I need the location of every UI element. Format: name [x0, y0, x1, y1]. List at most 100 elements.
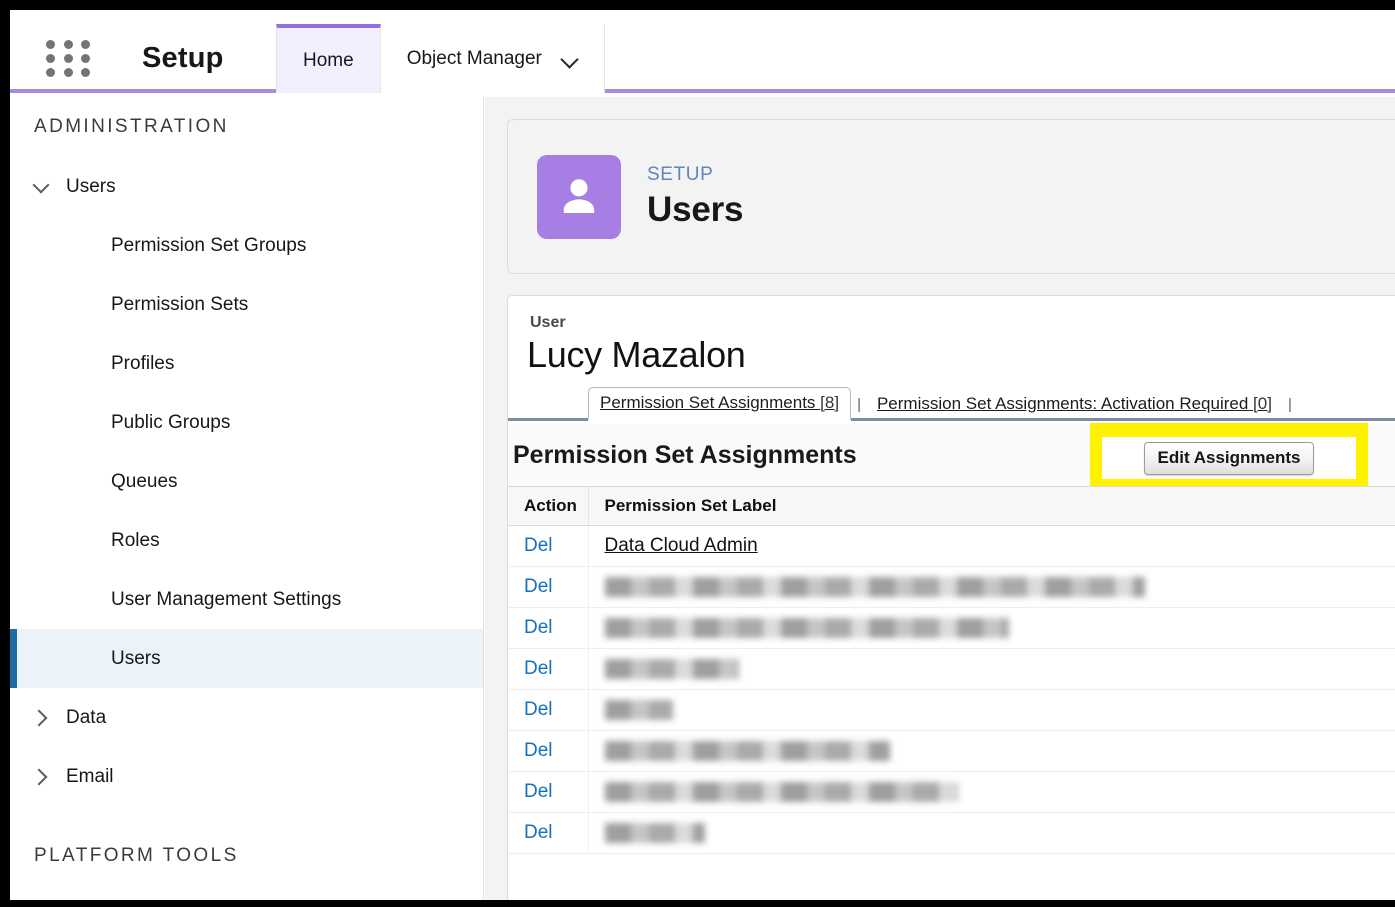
app-launcher-grid-icon[interactable]	[46, 40, 94, 77]
tab-object-manager-label: Object Manager	[406, 47, 542, 69]
row-permission-set-label	[588, 607, 1395, 649]
sidebar-item-label: User Management Settings	[111, 588, 342, 610]
tab-separator: |	[1287, 396, 1292, 413]
edit-assignments-button[interactable]: Edit Assignments	[1143, 441, 1315, 475]
table-row: Del	[508, 771, 1395, 813]
row-action-del[interactable]: Del	[508, 648, 589, 690]
sidebar-item-users-group[interactable]: Users	[10, 157, 483, 216]
row-action-del[interactable]: Del	[508, 812, 589, 854]
redacted-label	[604, 741, 890, 761]
tab-object-manager[interactable]: Object Manager	[380, 24, 605, 93]
row-action-del[interactable]: Del	[508, 730, 589, 772]
row-permission-set-label	[588, 566, 1395, 608]
table-row: Del	[508, 689, 1395, 731]
redacted-label	[604, 577, 1145, 597]
sidebar-item-public-groups[interactable]: Public Groups	[10, 393, 483, 452]
related-list-tab-activation-required[interactable]: Permission Set Assignments: Activation R…	[867, 390, 1282, 418]
record-object-label: User	[530, 314, 566, 331]
page-title: Users	[647, 189, 744, 229]
column-header-action: Action	[508, 486, 589, 526]
row-action-del[interactable]: Del	[508, 607, 589, 649]
grid-dot	[63, 54, 73, 63]
row-permission-set-label	[588, 689, 1395, 731]
sidebar-item-queues[interactable]: Queues	[10, 452, 483, 511]
related-list-tabs: Permission Set Assignments [8] | Permiss…	[508, 387, 1395, 421]
chevron-down-icon[interactable]	[562, 51, 578, 67]
sidebar-item-label: Permission Set Groups	[111, 234, 307, 256]
highlight-inner-surface: Edit Assignments	[1102, 437, 1356, 479]
sidebar-item-label: Roles	[111, 529, 160, 551]
related-list-tab-count: [0]	[1253, 394, 1272, 413]
grid-dot	[63, 40, 73, 49]
row-permission-set-label: Data Cloud Admin	[588, 525, 1395, 567]
main-content: SETUP Users User Lucy Mazalon Permission…	[485, 97, 1395, 900]
sidebar-item-permission-sets[interactable]: Permission Sets	[10, 275, 483, 334]
table-row: Del Data Cloud Admin	[508, 525, 1395, 567]
table-body: Del Data Cloud Admin Del De	[508, 525, 1395, 854]
row-action-del[interactable]: Del	[508, 689, 589, 731]
row-permission-set-label	[588, 648, 1395, 690]
grid-dot	[46, 40, 55, 49]
related-list-header: Permission Set Assignments Edit Assignme…	[508, 423, 1395, 493]
sidebar-item-label: Profiles	[111, 352, 175, 374]
sidebar-item-roles[interactable]: Roles	[10, 511, 483, 570]
sidebar-item-users[interactable]: Users	[10, 629, 483, 688]
row-permission-set-label	[588, 771, 1395, 813]
table-row: Del	[508, 812, 1395, 854]
table-row: Del	[508, 566, 1395, 608]
tab-home-label: Home	[303, 49, 354, 71]
sidebar-section-platform-tools: PLATFORM TOOLS	[34, 845, 239, 866]
row-action-del[interactable]: Del	[508, 771, 589, 813]
row-permission-set-label	[588, 812, 1395, 854]
sidebar-item-label: Data	[66, 706, 107, 728]
grid-dot	[63, 68, 73, 77]
related-list-tab-permission-set-assignments[interactable]: Permission Set Assignments [8]	[588, 387, 852, 421]
redacted-label	[604, 823, 705, 843]
sidebar-item-data[interactable]: Data	[10, 688, 483, 747]
record-name: Lucy Mazalon	[527, 334, 746, 375]
sidebar-item-label: Email	[66, 765, 114, 787]
chevron-down-icon[interactable]	[32, 178, 50, 196]
setup-sidebar: ADMINISTRATION Users Permission Set Grou…	[10, 97, 484, 900]
sidebar-item-email[interactable]: Email	[10, 747, 483, 806]
page-header-text: SETUP Users	[647, 164, 743, 230]
grid-dot	[46, 54, 55, 63]
user-icon	[537, 154, 621, 239]
table-row: Del	[508, 607, 1395, 649]
grid-dot	[81, 54, 91, 63]
sidebar-item-label: Public Groups	[111, 411, 231, 433]
table-header-row: Action Permission Set Label	[508, 486, 1395, 526]
sidebar-item-label: Queues	[111, 470, 178, 492]
page-eyebrow: SETUP	[647, 163, 714, 185]
redacted-label	[604, 700, 673, 720]
global-header: Setup Home Object Manager	[10, 10, 1395, 93]
sidebar-item-label: Users	[111, 647, 161, 669]
row-action-del[interactable]: Del	[508, 566, 589, 608]
setup-app-name: Setup	[142, 42, 224, 74]
related-list-tab-label: Permission Set Assignments: Activation R…	[876, 394, 1249, 413]
grid-dot	[46, 68, 55, 77]
permission-set-link[interactable]: Data Cloud Admin	[604, 535, 758, 556]
page-header-card: SETUP Users	[507, 119, 1395, 274]
global-nav-tabs: Home Object Manager	[276, 24, 605, 93]
permission-set-assignments-table: Action Permission Set Label Del Data Clo…	[508, 486, 1395, 854]
grid-dot	[81, 68, 91, 77]
row-permission-set-label	[588, 730, 1395, 772]
related-list-tab-count: [8]	[820, 393, 840, 412]
related-list-tab-label: Permission Set Assignments	[600, 393, 816, 412]
tab-home[interactable]: Home	[276, 24, 381, 93]
table-row: Del	[508, 648, 1395, 690]
grid-dot	[81, 40, 91, 49]
sidebar-item-permission-set-groups[interactable]: Permission Set Groups	[10, 216, 483, 275]
redacted-label	[604, 659, 739, 679]
browser-viewport: Setup Home Object Manager ADMINISTRATION…	[10, 10, 1395, 900]
table-row: Del	[508, 730, 1395, 772]
sidebar-item-profiles[interactable]: Profiles	[10, 334, 483, 393]
chevron-right-icon[interactable]	[32, 768, 50, 786]
redacted-label	[604, 782, 958, 802]
chevron-right-icon[interactable]	[32, 709, 50, 727]
sidebar-item-user-management-settings[interactable]: User Management Settings	[10, 570, 483, 629]
row-action-del[interactable]: Del	[508, 525, 589, 567]
redacted-label	[604, 618, 1009, 638]
